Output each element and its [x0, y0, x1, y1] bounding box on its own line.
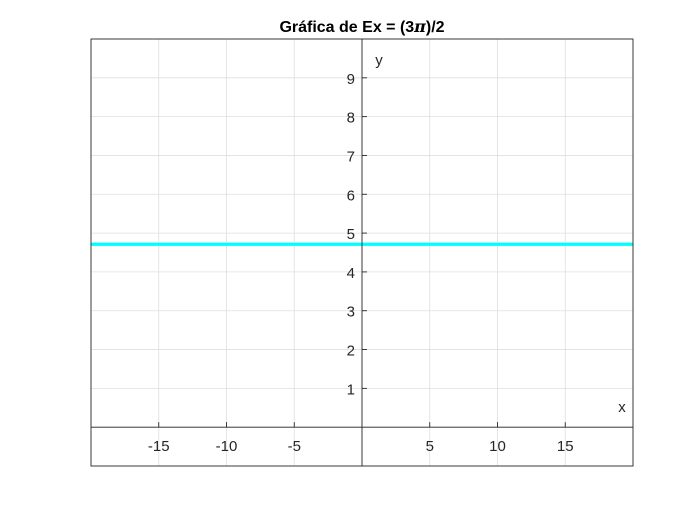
y-tick-label: 4: [347, 265, 355, 282]
x-tick-label: 10: [489, 438, 506, 455]
y-tick-label: 3: [347, 304, 355, 321]
y-tick-label: 1: [347, 381, 355, 398]
chart-title-prefix: Gráfica de Ex = (3: [279, 19, 414, 36]
x-tick-label: -5: [288, 438, 301, 455]
y-tick-label: 7: [347, 148, 355, 165]
axes: [90, 38, 634, 467]
tick-labels: -15 -10 -5 5 10 15 1 2 3 4 5 6 7 8 9: [148, 71, 574, 455]
chart-title-suffix: )/2: [426, 19, 445, 36]
y-axis-label: y: [375, 52, 383, 69]
x-tick-label: 15: [557, 438, 574, 455]
x-axis-label: x: [618, 399, 626, 416]
chart-title-pi: π: [413, 17, 426, 36]
y-tick-label: 5: [347, 226, 355, 243]
x-tick-label: 5: [426, 438, 434, 455]
x-tick-label: -15: [148, 438, 170, 455]
x-tick-label: -10: [216, 438, 238, 455]
y-tick-label: 2: [347, 343, 355, 360]
y-tick-label: 9: [347, 71, 355, 88]
chart-title: Gráfica de Ex = (3π)/2: [279, 17, 444, 36]
y-tick-label: 8: [347, 110, 355, 127]
y-tick-label: 6: [347, 187, 355, 204]
